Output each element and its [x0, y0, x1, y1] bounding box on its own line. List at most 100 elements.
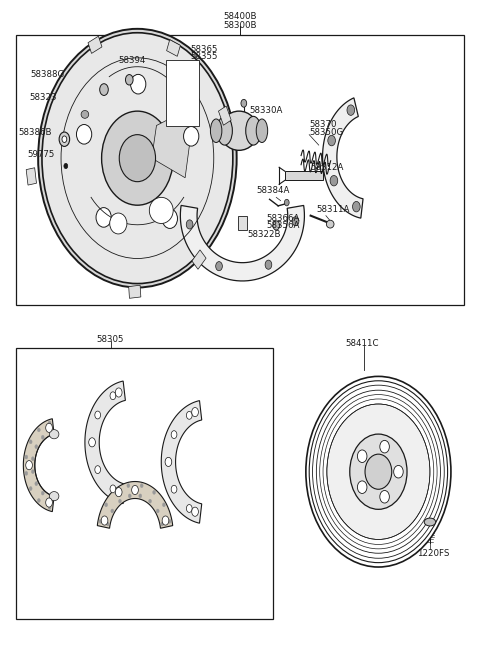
- Text: 58370: 58370: [309, 119, 336, 129]
- Bar: [88, 36, 102, 53]
- Ellipse shape: [127, 483, 130, 487]
- Ellipse shape: [95, 411, 100, 419]
- Bar: [218, 106, 231, 125]
- Ellipse shape: [246, 116, 261, 145]
- Ellipse shape: [50, 430, 53, 434]
- Ellipse shape: [89, 438, 96, 447]
- Ellipse shape: [105, 503, 108, 507]
- Bar: [166, 60, 199, 125]
- Ellipse shape: [149, 197, 173, 224]
- Ellipse shape: [394, 466, 403, 478]
- Ellipse shape: [62, 136, 67, 142]
- Ellipse shape: [183, 127, 199, 146]
- Ellipse shape: [186, 220, 193, 229]
- Ellipse shape: [29, 440, 32, 443]
- Ellipse shape: [273, 221, 280, 230]
- Bar: [16, 35, 464, 305]
- Ellipse shape: [25, 472, 28, 476]
- Ellipse shape: [306, 377, 451, 567]
- Ellipse shape: [125, 75, 133, 85]
- Ellipse shape: [328, 135, 336, 146]
- Ellipse shape: [192, 507, 198, 516]
- Ellipse shape: [107, 522, 109, 526]
- Polygon shape: [161, 401, 202, 523]
- Ellipse shape: [114, 491, 117, 494]
- Ellipse shape: [166, 458, 171, 466]
- Ellipse shape: [110, 485, 116, 493]
- Ellipse shape: [327, 404, 430, 539]
- Ellipse shape: [186, 411, 192, 419]
- Ellipse shape: [216, 262, 222, 271]
- Ellipse shape: [380, 440, 389, 453]
- Text: 1220FS: 1220FS: [417, 549, 449, 558]
- Ellipse shape: [41, 491, 44, 495]
- Ellipse shape: [119, 134, 156, 182]
- Ellipse shape: [89, 438, 95, 446]
- Text: 59775: 59775: [28, 150, 55, 159]
- Ellipse shape: [31, 457, 34, 461]
- Polygon shape: [97, 482, 173, 528]
- Text: 58365: 58365: [190, 45, 217, 54]
- Ellipse shape: [111, 509, 114, 513]
- Ellipse shape: [186, 504, 192, 512]
- Ellipse shape: [132, 485, 138, 495]
- Ellipse shape: [380, 491, 389, 503]
- Ellipse shape: [35, 445, 38, 449]
- Ellipse shape: [81, 110, 89, 118]
- Ellipse shape: [326, 220, 334, 228]
- Text: 58400B: 58400B: [223, 12, 257, 21]
- Ellipse shape: [110, 392, 116, 400]
- Ellipse shape: [162, 503, 165, 507]
- Ellipse shape: [161, 522, 164, 526]
- Ellipse shape: [37, 428, 40, 432]
- Polygon shape: [85, 381, 125, 504]
- Ellipse shape: [149, 499, 152, 503]
- Ellipse shape: [50, 497, 53, 501]
- Text: 58323: 58323: [29, 93, 57, 102]
- Ellipse shape: [350, 434, 407, 509]
- Ellipse shape: [140, 483, 143, 487]
- Text: 58384A: 58384A: [257, 186, 290, 195]
- Text: 58356A: 58356A: [266, 221, 300, 230]
- Ellipse shape: [156, 509, 159, 513]
- Text: 58322B: 58322B: [247, 230, 281, 239]
- Text: 58312A: 58312A: [311, 163, 344, 172]
- Ellipse shape: [41, 436, 44, 440]
- Ellipse shape: [37, 499, 40, 502]
- Ellipse shape: [171, 431, 177, 438]
- Ellipse shape: [292, 216, 299, 226]
- Ellipse shape: [48, 506, 51, 510]
- Ellipse shape: [358, 481, 367, 493]
- Ellipse shape: [128, 494, 131, 498]
- Ellipse shape: [26, 461, 33, 470]
- Ellipse shape: [424, 518, 436, 526]
- Text: 58388G: 58388G: [30, 70, 64, 79]
- Ellipse shape: [119, 499, 121, 503]
- Ellipse shape: [48, 421, 51, 425]
- Polygon shape: [152, 106, 195, 178]
- Ellipse shape: [217, 116, 232, 145]
- Ellipse shape: [76, 125, 92, 144]
- Text: 58355: 58355: [190, 52, 217, 62]
- Ellipse shape: [42, 33, 233, 283]
- Ellipse shape: [115, 388, 122, 397]
- Ellipse shape: [102, 111, 173, 205]
- Ellipse shape: [265, 260, 272, 269]
- Ellipse shape: [192, 407, 198, 417]
- Text: 58311A: 58311A: [316, 205, 350, 214]
- Bar: [285, 171, 323, 180]
- Bar: [192, 250, 206, 269]
- Ellipse shape: [38, 29, 237, 287]
- Ellipse shape: [162, 209, 178, 228]
- Ellipse shape: [59, 132, 70, 146]
- Ellipse shape: [365, 454, 392, 489]
- Ellipse shape: [241, 99, 247, 107]
- Ellipse shape: [64, 163, 68, 169]
- Text: 58411C: 58411C: [345, 339, 379, 348]
- Ellipse shape: [115, 487, 122, 497]
- Ellipse shape: [110, 213, 127, 234]
- Polygon shape: [323, 98, 363, 218]
- Text: 58300B: 58300B: [223, 21, 257, 30]
- Ellipse shape: [171, 485, 177, 493]
- Text: 58330A: 58330A: [250, 106, 283, 115]
